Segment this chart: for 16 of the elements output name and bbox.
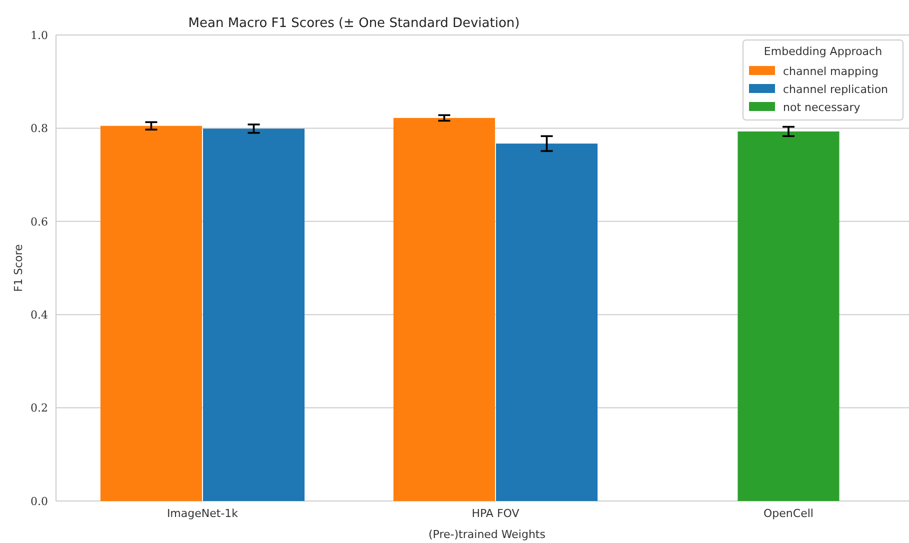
x-tick-label: ImageNet-1k — [166, 507, 239, 520]
y-axis-title: F1 Score — [12, 244, 25, 292]
y-tick-label: 0.2 — [30, 402, 48, 415]
legend-title: Embedding Approach — [764, 45, 882, 58]
legend-label: channel mapping — [783, 64, 878, 78]
legend-label: channel replication — [783, 82, 888, 96]
x-axis-title: (Pre-)trained Weights — [428, 528, 546, 541]
x-tick-label: OpenCell — [764, 507, 814, 520]
y-tick-label: 0.6 — [30, 215, 48, 228]
y-tick-label: 0.0 — [30, 494, 48, 508]
y-tick-label: 0.4 — [30, 308, 48, 322]
legend-label: not necessary — [783, 100, 861, 114]
x-tick-label: HPA FOV — [472, 507, 520, 520]
y-tick-label: 1.0 — [30, 28, 48, 42]
y-tick-label: 0.8 — [30, 122, 48, 136]
chart-title: Mean Macro F1 Scores (± One Standard Deviation) — [188, 16, 520, 31]
